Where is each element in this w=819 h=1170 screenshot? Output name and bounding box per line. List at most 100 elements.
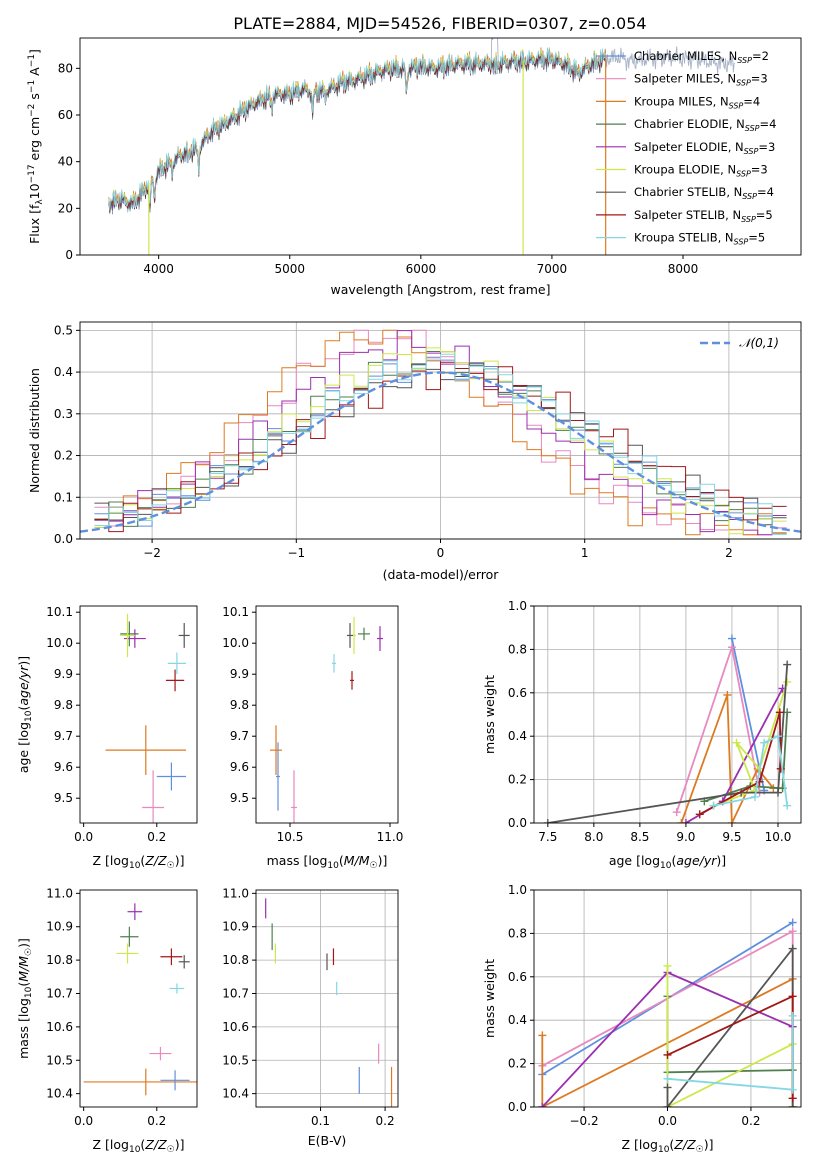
y-tick-label: 40 — [58, 155, 73, 169]
weight-marker — [788, 1103, 797, 1107]
spectra — [108, 38, 735, 255]
model-spectrum — [108, 47, 607, 210]
x-tick-label: 5000 — [274, 262, 305, 276]
y-tick-label: 80 — [58, 61, 73, 75]
y-tick-label: 1.0 — [508, 883, 527, 897]
x-axis-label: mass [log10(M/M☉)] — [267, 853, 388, 871]
data-point — [377, 626, 383, 651]
data-point — [178, 623, 190, 648]
x-tick-label: 0.2 — [741, 1114, 760, 1128]
weight-marker — [727, 643, 736, 652]
y-tick-label: 10.5 — [222, 1053, 249, 1067]
data-point — [358, 627, 370, 641]
weight-marker — [788, 1011, 797, 1020]
data-point — [116, 943, 139, 964]
y-tick-label: 10.9 — [46, 920, 73, 934]
legend-entry: Kroupa ELODIE, NSSP=3 — [634, 163, 768, 179]
data-point — [120, 613, 135, 658]
data-point — [160, 1070, 190, 1091]
weight-series — [680, 694, 775, 823]
weight-marker — [773, 732, 782, 741]
y-tick-label: 11.0 — [222, 886, 249, 900]
y-tick-label: 10.4 — [222, 1087, 249, 1101]
weight-marker — [788, 992, 797, 1001]
data-point — [149, 1046, 172, 1061]
weight-marker — [773, 788, 782, 797]
axes-frame — [79, 37, 802, 256]
y-tick-label: 0.2 — [508, 773, 527, 787]
error-bars — [265, 898, 393, 1107]
data-point — [142, 770, 165, 823]
weight-series — [731, 638, 766, 791]
weight-marker — [788, 918, 797, 927]
weight-series — [547, 664, 789, 823]
legend-entry: Chabrier ELODIE, NSSP=4 — [634, 117, 776, 133]
x-tick-label: 2 — [725, 546, 733, 560]
y-axis-label: mass [log10(M/M☉)] — [16, 938, 34, 1059]
data-point — [165, 669, 185, 692]
y-tick-label: 9.6 — [54, 760, 73, 774]
y-tick-label: 10.0 — [46, 636, 73, 650]
data-point — [120, 926, 139, 947]
x-axis-label: Z [log10(Z/Z☉)] — [93, 1137, 185, 1155]
weight-series — [666, 946, 794, 1107]
weight-marker — [776, 764, 785, 773]
y-tick-label: 0.5 — [54, 323, 73, 337]
x-tick-label: 1 — [581, 546, 589, 560]
y-axis-label: age [log10(age/yr)] — [16, 656, 34, 773]
x-tick-label: 4000 — [143, 262, 174, 276]
x-tick-label: 0.0 — [658, 1114, 677, 1128]
y-tick-label: 20 — [58, 201, 73, 215]
y-tick-label: 9.5 — [230, 791, 249, 805]
y-tick-label: 11.0 — [46, 886, 73, 900]
axes-frame — [533, 605, 802, 824]
y-tick-label: 0.0 — [54, 532, 73, 546]
weight-marker — [788, 927, 797, 936]
y-tick-label: 10.1 — [46, 605, 73, 619]
y-tick-label: 10.4 — [46, 1087, 73, 1101]
y-tick-label: 10.8 — [222, 953, 249, 967]
weight-marker — [663, 1103, 672, 1107]
y-axis-label: Normed distribution — [27, 368, 42, 493]
weight-marker — [709, 801, 718, 810]
data-point — [127, 903, 143, 921]
y-tick-label: 1.0 — [508, 599, 527, 613]
legend-entry: Kroupa MILES, NSSP=4 — [634, 94, 760, 110]
y-tick-label: 0.8 — [508, 926, 527, 940]
panel-mass-metallicity: 0.0 0.2 10.4 10.5 10.6 10.7 10.8 10.9 11.0 Z [log… — [16, 886, 198, 1155]
data-point — [156, 762, 187, 791]
model-spectrum — [108, 48, 607, 213]
x-tick-label: 0.0 — [74, 1114, 93, 1128]
x-tick-label: 7.5 — [538, 830, 557, 844]
weight-marker — [663, 1050, 672, 1059]
panel-mass-weight-age: 7.5 8.0 8.5 9.0 9.5 10.0 0.0 0.2 0.4 0.6 0.8 1.0 age… — [482, 599, 802, 871]
y-tick-label: 10.7 — [46, 986, 73, 1000]
x-tick-label: 0.1 — [311, 1114, 330, 1128]
weight-marker — [677, 819, 686, 823]
y-tick-label: 0.3 — [54, 407, 73, 421]
error-bars — [270, 616, 383, 823]
x-tick-label: 9.0 — [676, 830, 695, 844]
y-tick-label: 0.4 — [508, 729, 527, 743]
y-axis-label: Flux [fλ10−17 erg cm−2 s−1 A−1] — [27, 49, 45, 244]
x-tick-label: 11.0 — [377, 830, 404, 844]
y-tick-label: 0.4 — [508, 1013, 527, 1027]
x-tick-label: 8.0 — [584, 830, 603, 844]
x-axis-label: wavelength [Angstrom, rest frame] — [330, 282, 550, 297]
weight-marker — [663, 1083, 672, 1092]
weight-marker — [663, 961, 672, 970]
data-point — [350, 671, 354, 690]
weight-marker — [543, 819, 552, 823]
y-tick-label: 9.5 — [54, 791, 73, 805]
legend-entry: Salpeter MILES, NSSP=3 — [634, 72, 768, 88]
y-tick-label: 10.6 — [222, 1020, 249, 1034]
x-axis-label: E(B-V) — [308, 1133, 347, 1148]
weight-marker — [695, 810, 704, 819]
weight-marker — [788, 944, 797, 953]
data-point — [83, 1068, 197, 1096]
data-point — [120, 621, 139, 647]
histograms — [80, 329, 801, 536]
weight-marker — [732, 738, 741, 747]
data-point — [167, 652, 187, 675]
y-tick-label: 9.8 — [230, 698, 249, 712]
